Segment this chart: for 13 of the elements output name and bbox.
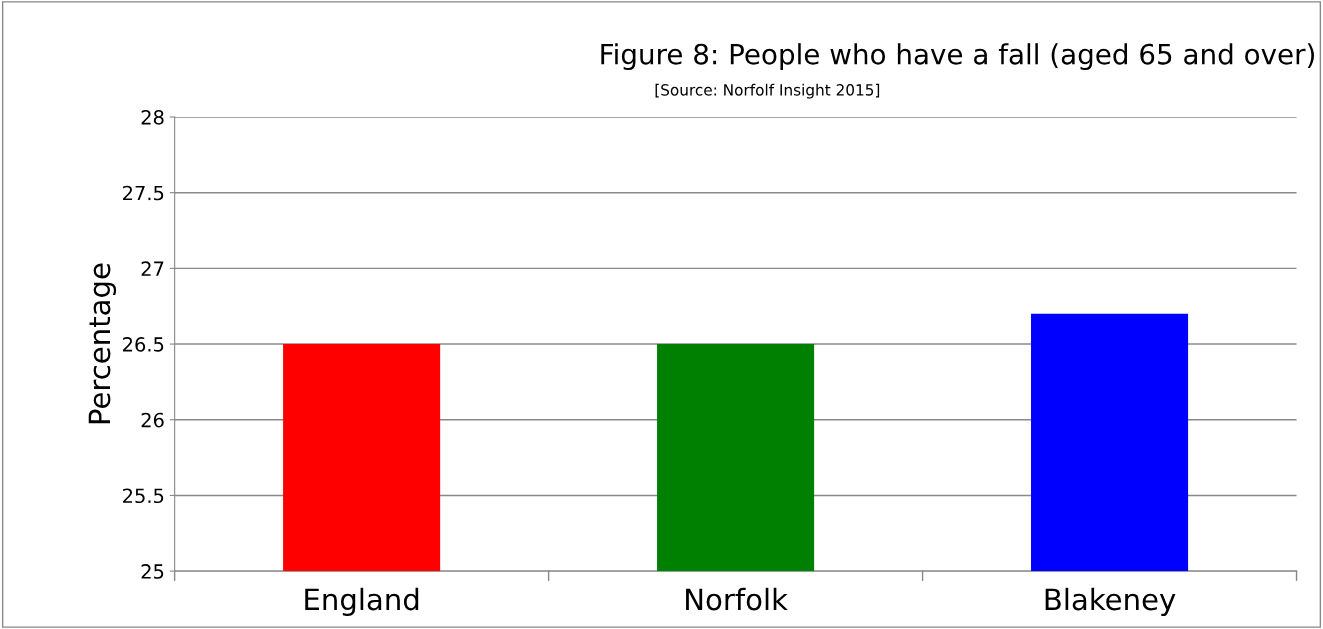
y-tick-label: 26.5 <box>123 337 164 352</box>
x-tick-label: Norfolk <box>686 587 788 611</box>
text: [Source: Norfolf Insight 2015] <box>655 83 880 99</box>
x-tick-label: England <box>305 587 419 617</box>
y-tick-label: 25.5 <box>123 488 164 504</box>
y-tick-label: 28 <box>141 109 164 125</box>
y-tick-label: 26 <box>141 412 164 428</box>
chart-title: Figure 8: People who have a fall (aged 65 and over) <box>601 43 1314 71</box>
y-tick-label: 25 <box>141 564 164 579</box>
y-tick-label: 27 <box>141 261 164 276</box>
y-axis-title: Percentage <box>88 263 117 424</box>
y-tick-label: 27.5 <box>123 185 164 201</box>
x-tick-label: Blakeney <box>1045 587 1176 617</box>
